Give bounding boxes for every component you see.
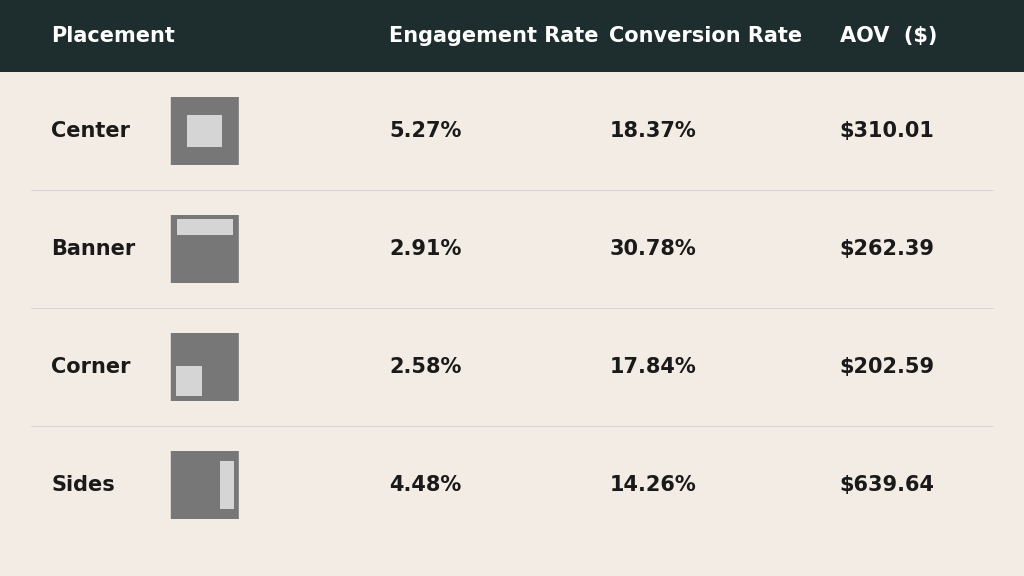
Text: 17.84%: 17.84% [609,357,696,377]
Bar [0,0,1024,72]
Text: 18.37%: 18.37% [609,121,696,141]
Text: 5.27%: 5.27% [389,121,462,141]
Text: Center: Center [51,121,130,141]
Text: Banner: Banner [51,239,135,259]
Bar [187,115,222,147]
Text: 30.78%: 30.78% [609,239,696,259]
Text: $310.01: $310.01 [840,121,935,141]
Text: 4.48%: 4.48% [389,475,462,495]
Text: Corner: Corner [51,357,131,377]
Bar [176,366,202,396]
Text: 14.26%: 14.26% [609,475,696,495]
Text: AOV  ($): AOV ($) [840,26,937,46]
Text: 2.58%: 2.58% [389,357,462,377]
Text: Conversion Rate: Conversion Rate [609,26,803,46]
Text: 2.91%: 2.91% [389,239,462,259]
Text: $202.59: $202.59 [840,357,935,377]
Text: Sides: Sides [51,475,115,495]
FancyBboxPatch shape [171,451,239,519]
Text: Placement: Placement [51,26,175,46]
Text: $262.39: $262.39 [840,239,935,259]
FancyBboxPatch shape [171,215,239,283]
Text: Engagement Rate: Engagement Rate [389,26,599,46]
Bar [177,219,232,236]
FancyBboxPatch shape [171,333,239,401]
FancyBboxPatch shape [171,97,239,165]
Bar [220,461,233,509]
Text: $639.64: $639.64 [840,475,935,495]
